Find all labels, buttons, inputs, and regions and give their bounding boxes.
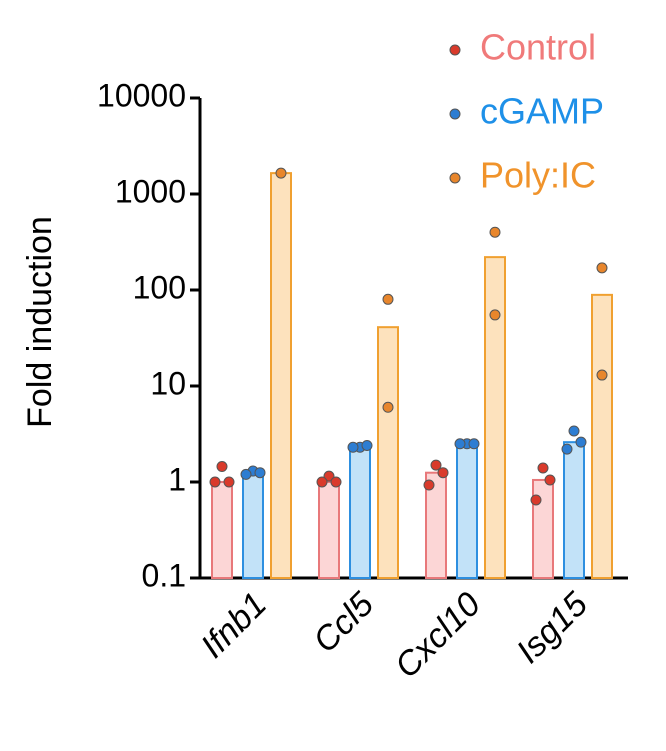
legend-marker xyxy=(449,44,461,56)
x-tick-label: Ifnb1 xyxy=(194,585,274,665)
data-point xyxy=(423,479,435,491)
data-point xyxy=(454,438,466,450)
bar xyxy=(591,293,613,579)
y-tick-label: 10000 xyxy=(97,77,186,113)
y-tick-label: 10 xyxy=(150,365,186,401)
bar xyxy=(425,471,447,579)
legend-marker xyxy=(449,108,461,120)
data-point xyxy=(223,476,235,488)
bar xyxy=(349,446,371,580)
legend-label: cGAMP xyxy=(480,91,604,132)
data-point xyxy=(544,474,556,486)
data-point xyxy=(209,476,221,488)
bar xyxy=(318,481,340,579)
data-point xyxy=(575,436,587,448)
y-tick-label: 100 xyxy=(133,269,186,305)
data-point xyxy=(330,476,342,488)
data-point xyxy=(382,293,394,305)
legend-marker xyxy=(449,172,461,184)
data-point xyxy=(347,441,359,453)
legend-label: Control xyxy=(480,27,596,68)
x-tick-label: Ccl5 xyxy=(306,585,381,660)
data-point xyxy=(489,309,501,321)
bar xyxy=(377,326,399,580)
bar xyxy=(456,442,478,579)
bar xyxy=(270,172,292,579)
data-point xyxy=(561,443,573,455)
bar xyxy=(563,441,585,580)
data-point xyxy=(254,467,266,479)
data-point xyxy=(596,369,608,381)
data-point xyxy=(437,467,449,479)
data-point xyxy=(489,226,501,238)
data-point xyxy=(596,262,608,274)
y-tick-label: 0.1 xyxy=(142,557,186,593)
x-tick-label: Cxcl10 xyxy=(388,585,488,685)
data-point xyxy=(316,476,328,488)
data-point xyxy=(240,468,252,480)
data-point xyxy=(430,459,442,471)
bar xyxy=(242,471,264,579)
y-tick-label: 1000 xyxy=(115,173,186,209)
data-point xyxy=(216,461,228,473)
data-point xyxy=(530,494,542,506)
y-tick-label: 1 xyxy=(168,461,186,497)
data-point xyxy=(382,401,394,413)
data-point xyxy=(275,167,287,179)
data-point xyxy=(323,470,335,482)
bar xyxy=(211,481,233,579)
data-point xyxy=(361,439,373,451)
bar xyxy=(484,256,506,579)
y-axis-label: Fold induction xyxy=(21,216,59,428)
legend-label: Poly:IC xyxy=(480,155,596,196)
data-point xyxy=(537,462,549,474)
data-point xyxy=(568,425,580,437)
x-tick-label: Isg15 xyxy=(509,585,595,671)
data-point xyxy=(468,438,480,450)
